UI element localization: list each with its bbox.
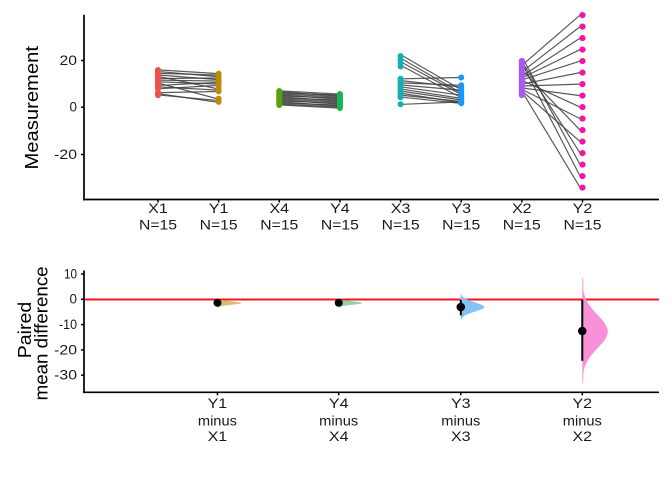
svg-text:X4: X4: [270, 201, 290, 216]
svg-text:Y4: Y4: [330, 201, 350, 216]
svg-text:minus: minus: [198, 414, 237, 429]
svg-text:N=15: N=15: [503, 218, 541, 233]
svg-text:-20: -20: [54, 147, 77, 162]
svg-text:minus: minus: [441, 414, 480, 429]
svg-text:X1: X1: [148, 201, 168, 216]
svg-text:N=15: N=15: [139, 218, 177, 233]
svg-text:X3: X3: [391, 201, 411, 216]
svg-text:Y1: Y1: [209, 201, 229, 216]
svg-text:N=15: N=15: [382, 218, 420, 233]
svg-text:0: 0: [70, 292, 77, 307]
svg-text:10: 10: [64, 266, 77, 281]
svg-text:N=15: N=15: [200, 218, 238, 233]
svg-text:-10: -10: [59, 317, 77, 332]
svg-text:Y3: Y3: [451, 396, 471, 411]
svg-text:Y2: Y2: [573, 396, 593, 411]
svg-text:N=15: N=15: [564, 218, 602, 233]
svg-text:Y1: Y1: [208, 396, 228, 411]
svg-text:Y2: Y2: [573, 201, 593, 216]
svg-text:Y4: Y4: [329, 396, 349, 411]
svg-text:X1: X1: [208, 429, 228, 444]
svg-text:minus: minus: [319, 414, 358, 429]
svg-text:-20: -20: [54, 342, 77, 357]
svg-text:mean difference: mean difference: [31, 266, 52, 400]
svg-text:Paired: Paired: [14, 302, 35, 359]
svg-text:Measurement: Measurement: [21, 46, 42, 170]
svg-text:-30: -30: [54, 368, 77, 383]
svg-text:X2: X2: [573, 429, 593, 444]
svg-text:20: 20: [60, 53, 78, 68]
svg-text:minus: minus: [563, 414, 602, 429]
svg-text:0: 0: [70, 100, 77, 115]
svg-text:Y3: Y3: [451, 201, 471, 216]
svg-text:X4: X4: [329, 429, 349, 444]
svg-text:N=15: N=15: [321, 218, 359, 233]
svg-text:X2: X2: [512, 201, 532, 216]
svg-text:N=15: N=15: [442, 218, 480, 233]
svg-text:N=15: N=15: [260, 218, 298, 233]
svg-text:X3: X3: [451, 429, 471, 444]
